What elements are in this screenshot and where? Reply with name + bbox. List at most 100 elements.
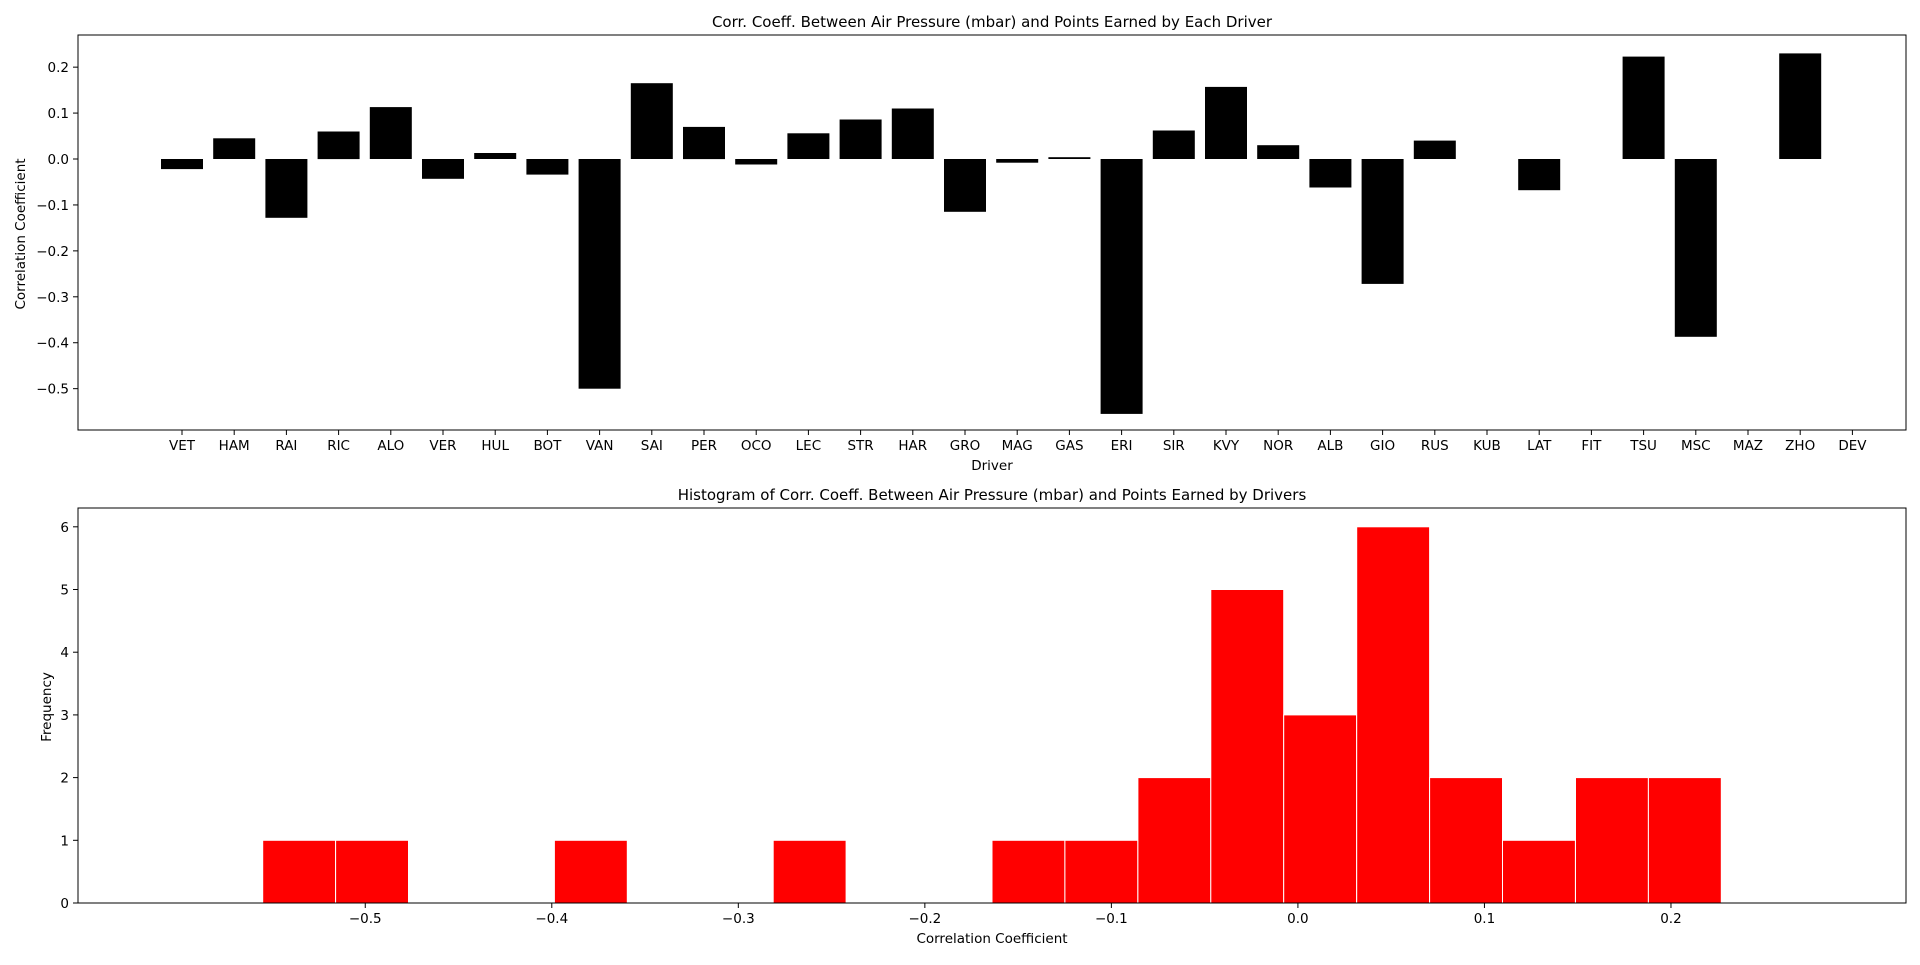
histogram-bin [1429,777,1503,904]
histogram-x-tick-label: 0.2 [1660,911,1681,927]
histogram-bin [772,839,847,904]
driver-correlation-bar-chart: Corr. Coeff. Between Air Pressure (mbar)… [13,13,1907,474]
bar-chart-x-tick-label-zho: ZHO [1785,438,1815,454]
bar-van [578,159,621,389]
histogram-x-tick-label: 0.0 [1287,911,1308,927]
bar-chart-title: Corr. Coeff. Between Air Pressure (mbar)… [712,13,1273,31]
histogram-bin [1647,777,1722,904]
bar-oco [735,159,778,165]
histogram-axes-frame [77,507,1907,904]
bar-chart-x-tick-label-vet: VET [169,438,196,454]
bar-chart-x-tick-label-kub: KUB [1473,438,1501,454]
bar-chart-y-tick-label: 0.0 [48,152,69,168]
histogram-x-tick-label: 0.1 [1474,911,1495,927]
histogram-x-tick-label: −0.2 [908,911,941,927]
histogram-bin [262,839,337,904]
histogram-x-tick-label: −0.1 [1095,911,1128,927]
bar-chart-y-tick-label: −0.5 [36,382,69,398]
bar-chart-x-tick-label-str: STR [847,438,873,454]
histogram-y-tick-label: 1 [60,833,69,849]
bar-gio [1361,159,1404,284]
bar-sir [1152,130,1195,159]
bar-chart-x-tick-label-har: HAR [898,438,927,454]
bar-chart-x-tick-label-ric: RIC [327,438,350,454]
bar-sai [630,83,673,159]
bar-str [839,119,882,159]
bar-chart-x-tick-label-alo: ALO [377,438,404,454]
bar-chart-x-tick-label-oco: OCO [741,438,772,454]
histogram-bin [1137,777,1212,904]
histogram-title: Histogram of Corr. Coeff. Between Air Pr… [678,486,1307,504]
bar-per [683,126,725,160]
bar-lec [787,133,830,159]
bar-chart-y-tick-label: −0.3 [36,290,69,306]
bar-chart-x-tick-label-nor: NOR [1263,438,1293,454]
bar-rus [1413,140,1456,159]
bar-alo [369,107,412,159]
bar-chart-x-tick-label-gas: GAS [1055,438,1083,454]
bar-msc [1674,159,1717,337]
bar-chart-x-tick-label-tsu: TSU [1629,438,1657,454]
bar-bot [526,159,569,175]
bar-chart-y-tick-label: −0.2 [36,244,69,260]
bar-chart-x-tick-label-sir: SIR [1163,438,1185,454]
histogram-bin [335,839,410,904]
bar-chart-x-tick-label-gio: GIO [1370,438,1395,454]
histogram-y-tick-label: 6 [60,520,69,536]
histogram-y-axis-label: Frequency [39,672,55,742]
histogram-marks: −0.5 −0.4 −0.3 −0.2 −0.1 0.0 0.1 0.2 0 1 2 3 4 5 6 [60,507,1907,927]
bar-chart-x-tick-label-sai: SAI [641,438,663,454]
histogram-bin [1575,777,1649,904]
histogram-bin [1356,526,1431,904]
bar-chart-y-tick-label: −0.1 [36,198,69,214]
histogram-x-tick-label: −0.5 [349,911,382,927]
bar-chart-x-tick-label-maz: MAZ [1733,438,1763,454]
bar-vet [161,159,203,170]
bar-gro [944,159,986,212]
bar-chart-x-tick-label-van: VAN [586,438,614,454]
bar-chart-x-tick-label-per: PER [691,438,717,454]
bar-chart-x-tick-label-alb: ALB [1317,438,1343,454]
bar-kvy [1205,86,1247,159]
bar-eri [1100,159,1143,414]
histogram-bin [1210,589,1285,904]
bar-chart-x-tick-label-fit: FIT [1581,438,1602,454]
histogram-y-tick-label: 0 [60,896,69,912]
histogram-x-axis-label: Correlation Coefficient [916,931,1067,947]
bar-chart-y-tick-label: −0.4 [36,336,69,352]
bar-chart-x-tick-label-mag: MAG [1002,438,1033,454]
bar-nor [1257,145,1300,159]
histogram-bin [1502,839,1576,904]
bar-chart-x-tick-label-dev: DEV [1838,438,1867,454]
histogram-y-tick-label: 5 [60,583,69,599]
histogram-y-tick-label: 2 [60,771,69,787]
histogram-x-tick-label: −0.4 [535,911,568,927]
correlation-histogram: Histogram of Corr. Coeff. Between Air Pr… [39,486,1907,947]
histogram-bin [1064,839,1139,904]
bar-chart-axes-frame [77,34,1907,431]
bar-chart-x-tick-label-rus: RUS [1421,438,1449,454]
bar-chart-x-tick-label-kvy: KVY [1213,438,1240,454]
bar-mag [996,159,1039,163]
histogram-bin [991,839,1066,904]
bar-chart-x-tick-label-lec: LEC [796,438,821,454]
bar-ver [422,159,464,179]
bar-chart-x-tick-label-gro: GRO [950,438,980,454]
bar-ham [213,138,256,159]
histogram-x-tick-label: −0.3 [722,911,755,927]
bar-chart-marks: −0.5 −0.4 −0.3 −0.2 −0.1 0.0 0.1 0.2 VET HAM RAI RI… [36,34,1907,454]
bar-chart-x-tick-label-bot: BOT [533,438,562,454]
bar-chart-x-axis-label: Driver [971,458,1013,474]
bar-lat [1518,159,1561,191]
histogram-bin [1283,714,1358,904]
histogram-y-tick-label: 3 [60,708,69,724]
bar-chart-x-tick-label-eri: ERI [1111,438,1133,454]
bar-ric [317,131,360,160]
histogram-y-tick-label: 4 [60,645,69,661]
bar-chart-x-tick-label-lat: LAT [1527,438,1552,454]
bar-har [891,108,934,159]
bar-chart-x-tick-label-msc: MSC [1681,438,1711,454]
bar-chart-x-tick-label-ver: VER [429,438,456,454]
